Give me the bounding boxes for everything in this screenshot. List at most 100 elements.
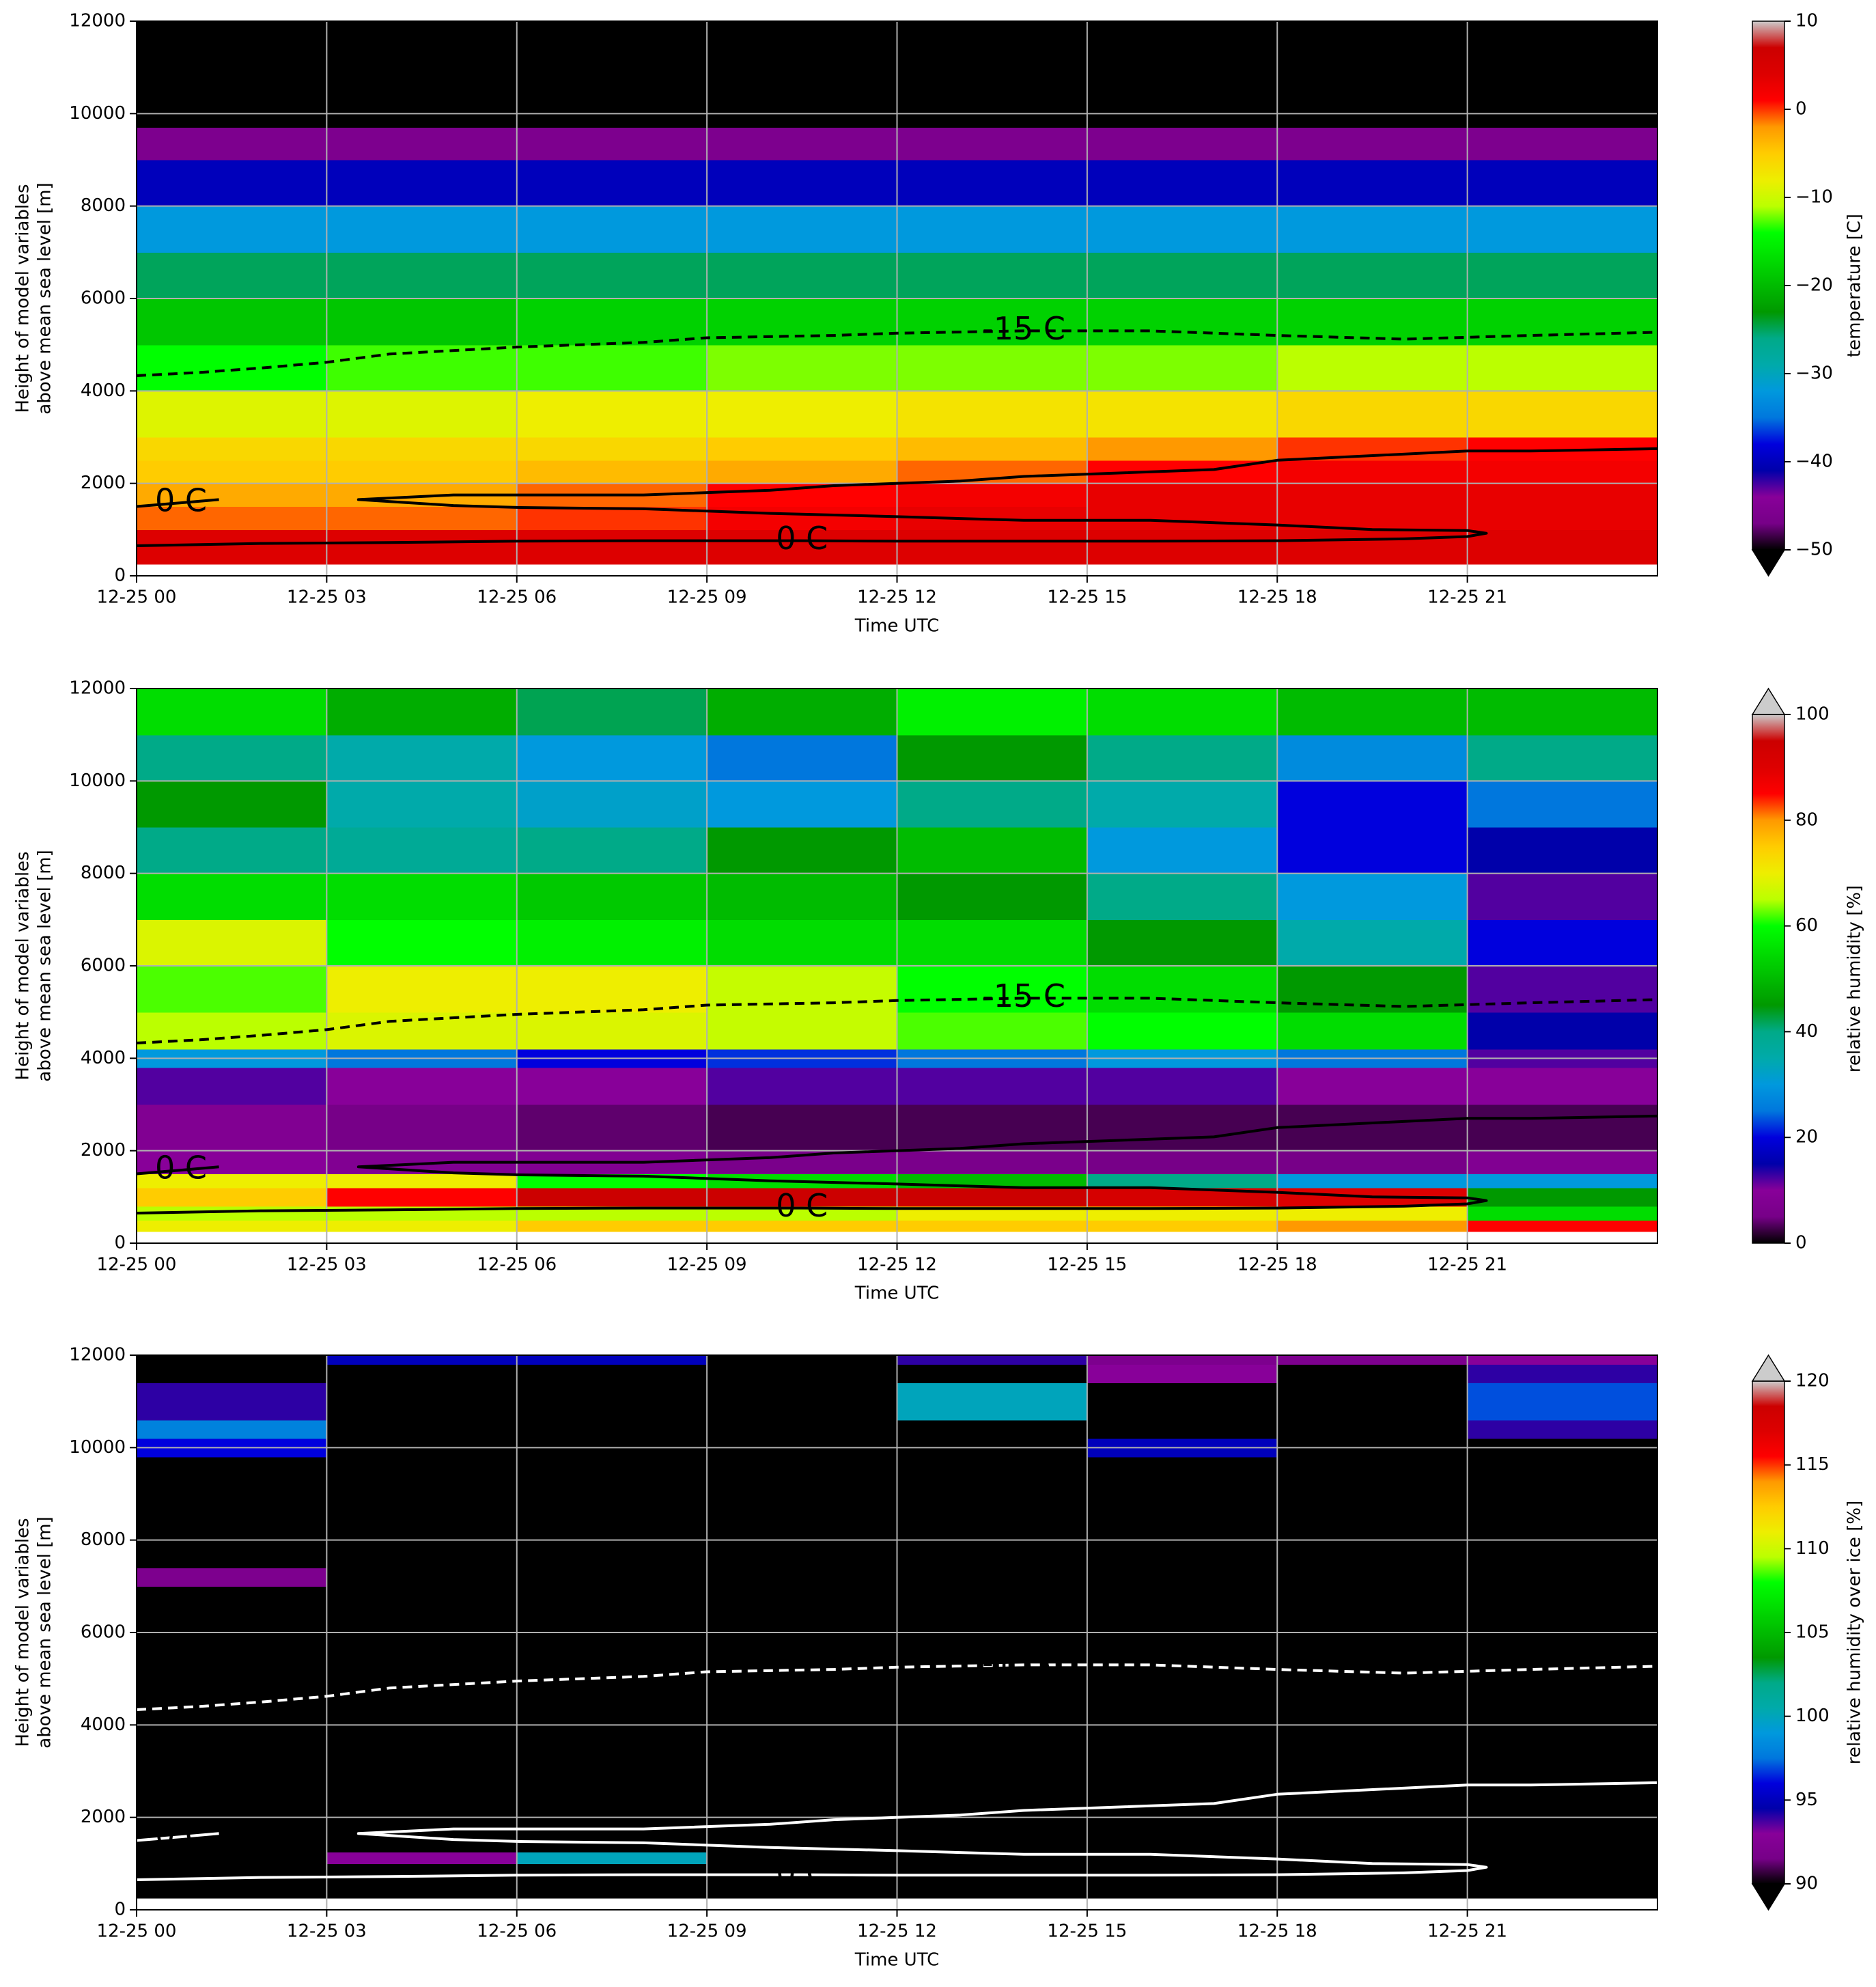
heatmap-cell bbox=[516, 391, 708, 438]
y-axis-title: above mean sea level [m] bbox=[35, 850, 55, 1081]
contour-label: -15 C bbox=[982, 1644, 1065, 1681]
x-tick-label: 12-25 15 bbox=[1047, 1921, 1127, 1942]
heatmap-cell bbox=[516, 1206, 708, 1221]
heatmap-cell bbox=[137, 206, 327, 253]
heatmap-cell bbox=[1087, 873, 1278, 920]
heatmap-cell bbox=[897, 1419, 1088, 1439]
colorbar bbox=[1752, 1381, 1784, 1884]
heatmap-cell bbox=[707, 437, 898, 461]
heatmap-cell bbox=[1277, 483, 1468, 508]
heatmap-cell bbox=[1277, 1012, 1468, 1050]
heatmap-cell bbox=[326, 1364, 518, 1384]
x-tick-label: 12-25 12 bbox=[857, 587, 937, 608]
heatmap-cell bbox=[1467, 1419, 1658, 1439]
y-tick-label: 10000 bbox=[69, 1437, 126, 1458]
heatmap-cell bbox=[326, 1456, 518, 1568]
heatmap-cell bbox=[137, 1568, 327, 1587]
heatmap-cell bbox=[1277, 919, 1468, 967]
contour-line bbox=[136, 1165, 219, 1176]
contour-label: 0 C bbox=[155, 1816, 207, 1853]
heatmap-cell bbox=[1467, 483, 1658, 508]
heatmap-cell bbox=[326, 873, 518, 920]
colorbar-tick-label: 120 bbox=[1795, 1371, 1830, 1391]
heatmap-cell bbox=[516, 1568, 708, 1587]
heatmap-cell bbox=[1087, 1364, 1278, 1384]
heatmap-cell bbox=[897, 1187, 1088, 1207]
heatmap-cell bbox=[1277, 252, 1468, 299]
heatmap-cell bbox=[137, 1187, 327, 1207]
x-tick-label: 12-25 00 bbox=[97, 1255, 177, 1275]
heatmap-cell bbox=[897, 1364, 1088, 1384]
heatmap-cell bbox=[707, 1382, 898, 1421]
heatmap-cell bbox=[1277, 1364, 1468, 1384]
plot-frame bbox=[136, 20, 1658, 576]
heatmap-cell bbox=[897, 873, 1088, 920]
y-tick-label: 8000 bbox=[81, 1529, 126, 1550]
heatmap-cell bbox=[137, 344, 327, 391]
heatmap-cell bbox=[1467, 460, 1658, 484]
heatmap-cell bbox=[897, 919, 1088, 967]
heatmap-cell bbox=[707, 21, 898, 128]
heatmap-cell bbox=[137, 160, 327, 207]
heatmap-cell bbox=[897, 1150, 1088, 1175]
heatmap-cell bbox=[137, 127, 327, 161]
heatmap-cell bbox=[897, 1220, 1088, 1232]
heatmap-cell bbox=[1277, 529, 1468, 565]
heatmap-cell bbox=[326, 391, 518, 438]
y-tick-label: 2000 bbox=[81, 1140, 126, 1161]
heatmap-cell bbox=[1087, 1586, 1278, 1853]
heatmap-cell bbox=[516, 919, 708, 967]
y-tick-label: 2000 bbox=[81, 473, 126, 493]
heatmap-cell bbox=[1087, 1012, 1278, 1050]
heatmap-cell bbox=[516, 1419, 708, 1439]
heatmap-cell bbox=[326, 460, 518, 484]
heatmap-cell bbox=[1087, 734, 1278, 781]
heatmap-cell bbox=[1087, 529, 1278, 565]
x-tick-label: 12-25 21 bbox=[1427, 1921, 1507, 1942]
x-tick-label: 12-25 09 bbox=[667, 1921, 747, 1942]
heatmap-cell bbox=[326, 689, 518, 736]
heatmap-cell bbox=[1277, 1355, 1468, 1365]
contour-label: 0 C bbox=[776, 520, 828, 557]
heatmap-cell bbox=[516, 1456, 708, 1568]
heatmap-cell bbox=[1467, 1220, 1658, 1232]
heatmap-cell bbox=[1467, 919, 1658, 967]
x-axis-title: Time UTC bbox=[854, 1950, 939, 1971]
heatmap-cell bbox=[707, 506, 898, 530]
heatmap-cell bbox=[326, 1104, 518, 1152]
contour-line bbox=[136, 447, 1658, 547]
colorbar-title: relative humidity over ice [%] bbox=[1845, 1501, 1865, 1764]
heatmap-cell bbox=[1467, 21, 1658, 128]
heatmap-cell bbox=[137, 966, 327, 1013]
heatmap-cell bbox=[1467, 781, 1658, 828]
heatmap-cell bbox=[1087, 919, 1278, 967]
heatmap-cell bbox=[1467, 1568, 1658, 1587]
heatmap-cell bbox=[1087, 506, 1278, 530]
heatmap-cell bbox=[1087, 1456, 1278, 1568]
heatmap-cell bbox=[1467, 1586, 1658, 1853]
heatmap-cell bbox=[707, 1104, 898, 1152]
heatmap-cell bbox=[1467, 1863, 1658, 1899]
heatmap-cell bbox=[1087, 827, 1278, 874]
heatmap-cell bbox=[1467, 1852, 1658, 1864]
heatmap-cell bbox=[1087, 1419, 1278, 1439]
colorbar-extend-max bbox=[1751, 687, 1786, 715]
heatmap-cell bbox=[1277, 206, 1468, 253]
colorbar-tick-label: 100 bbox=[1795, 1706, 1830, 1726]
heatmap-cell bbox=[1467, 1364, 1658, 1384]
colorbar-tick-label: 20 bbox=[1795, 1127, 1818, 1148]
colorbar-tick-label: 40 bbox=[1795, 1021, 1818, 1042]
colorbar-extend-min bbox=[1751, 549, 1786, 577]
heatmap-cell bbox=[897, 206, 1088, 253]
heatmap-cell bbox=[516, 1863, 708, 1899]
y-axis-title: Height of model variables bbox=[13, 851, 33, 1080]
colorbar bbox=[1752, 714, 1784, 1243]
heatmap-cell bbox=[516, 437, 708, 461]
heatmap-cell bbox=[707, 1568, 898, 1587]
contour-label: -15 C bbox=[982, 977, 1065, 1014]
heatmap-cell bbox=[516, 206, 708, 253]
heatmap-cell bbox=[707, 391, 898, 438]
heatmap-cell bbox=[326, 1863, 518, 1899]
heatmap-cell bbox=[1087, 1220, 1278, 1232]
x-tick-label: 12-25 03 bbox=[287, 587, 367, 608]
